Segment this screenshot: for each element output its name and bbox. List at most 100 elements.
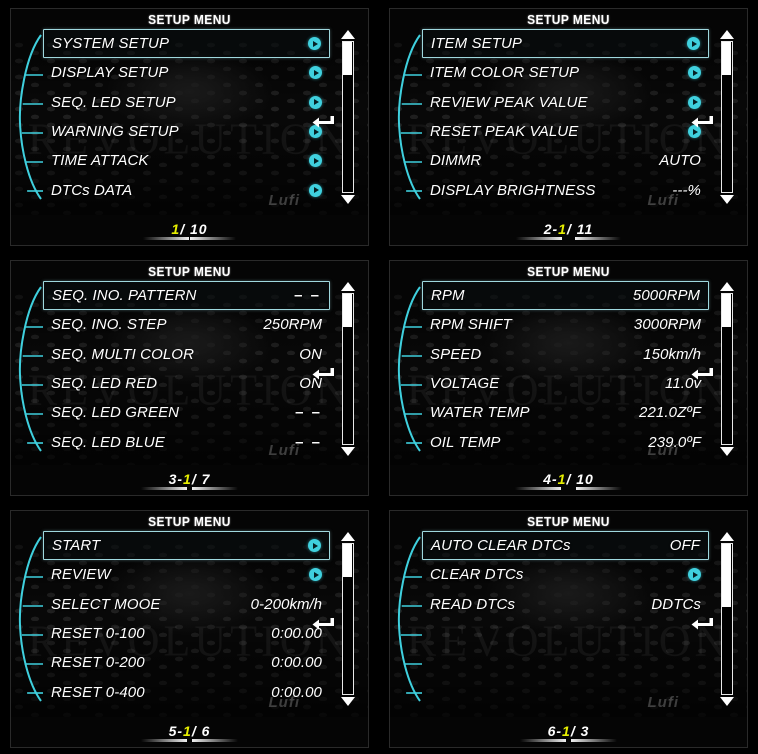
play-icon[interactable] — [308, 539, 321, 553]
menu-row[interactable]: RPM 5000 RPM — [422, 281, 709, 311]
scroll-down-arrow-icon[interactable] — [719, 195, 734, 204]
menu-row-label: TIME ATTACK — [51, 152, 149, 170]
scrollbar[interactable] — [339, 282, 356, 456]
scroll-up-arrow-icon[interactable] — [340, 282, 355, 291]
menu-row[interactable]: VOLTAGE 11.0 v — [422, 369, 709, 398]
scrollbar-thumb[interactable] — [722, 42, 731, 75]
menu-row[interactable]: SELECT MOOE 0-200 km/h — [43, 590, 330, 619]
menu-row[interactable]: REVIEW PEAK VALUE — [422, 88, 709, 117]
scrollbar-thumb[interactable] — [722, 294, 731, 327]
menu-row[interactable]: RPM SHIFT 3000 RPM — [422, 310, 709, 339]
menu-row-label: WARNING SETUP — [51, 123, 179, 141]
play-icon[interactable] — [688, 95, 701, 109]
menu-row-label: DIMMR — [430, 152, 482, 170]
menu-row[interactable]: RESET 0-400 0:00.00 — [43, 677, 330, 706]
menu-row[interactable]: SEQ. MULTI COLOR ON — [43, 340, 330, 369]
scrollbar[interactable] — [718, 30, 735, 204]
scrollbar-track[interactable] — [341, 293, 354, 445]
menu-row[interactable]: SEQ. INO. PATTERN – – — [43, 281, 330, 311]
menu-row-label: SYSTEM SETUP — [52, 35, 170, 53]
menu-row-value: 150 — [643, 345, 669, 363]
play-icon[interactable] — [309, 95, 322, 109]
scrollbar[interactable] — [718, 282, 735, 456]
page-indicator-bar: 4-1/ 10 — [515, 471, 622, 490]
scrollbar-track[interactable] — [720, 41, 733, 193]
scrollbar-track[interactable] — [341, 543, 354, 695]
menu-row-empty — [422, 619, 709, 648]
menu-row-trailing: 0-200 km/h — [251, 596, 322, 613]
scroll-up-arrow-icon[interactable] — [719, 532, 734, 541]
menu-row[interactable]: ITEM SETUP — [422, 29, 709, 59]
menu-row-empty — [422, 677, 709, 706]
scrollbar-thumb[interactable] — [722, 544, 731, 607]
menu-row-label: REVIEW — [51, 566, 111, 584]
scroll-up-arrow-icon[interactable] — [719, 282, 734, 291]
play-icon[interactable] — [687, 37, 700, 51]
menu-bracket-arc — [397, 286, 422, 452]
scrollbar[interactable] — [339, 30, 356, 204]
menu-row-value-unit: ºF — [686, 404, 701, 422]
menu-row[interactable]: RESET 0-100 0:00.00 — [43, 619, 330, 648]
menu-row-label: RPM SHIFT — [430, 316, 512, 334]
scroll-up-arrow-icon[interactable] — [719, 30, 734, 39]
scroll-up-arrow-icon[interactable] — [340, 30, 355, 39]
page-indicator: 1/ 10 — [11, 221, 368, 240]
scrollbar-track[interactable] — [720, 543, 733, 695]
menu-row-trailing: – – — [294, 287, 321, 304]
menu-row[interactable]: CLEAR DTCs — [422, 560, 709, 589]
scrollbar-thumb[interactable] — [343, 544, 352, 577]
play-icon[interactable] — [309, 183, 322, 197]
play-icon[interactable] — [688, 66, 701, 80]
menu-row[interactable]: RESET PEAK VALUE — [422, 117, 709, 146]
menu-row[interactable]: SEQ. LED SETUP — [43, 88, 330, 117]
scroll-up-arrow-icon[interactable] — [340, 532, 355, 541]
menu-row[interactable]: SEQ. INO. STEP 250 RPM — [43, 310, 330, 339]
menu-row[interactable]: SEQ. LED RED ON — [43, 369, 330, 398]
page-prefix: 3- — [168, 471, 184, 487]
scrollbar-track[interactable] — [341, 41, 354, 193]
scrollbar-thumb[interactable] — [343, 42, 352, 75]
scrollbar-track[interactable] — [720, 293, 733, 445]
menu-row[interactable]: ITEM COLOR SETUP — [422, 58, 709, 87]
menu-row[interactable]: DTCs DATA — [43, 175, 330, 204]
menu-row[interactable]: DISPLAY SETUP — [43, 58, 330, 87]
menu-row[interactable]: SEQ. LED GREEN – – — [43, 398, 330, 427]
menu-row[interactable]: AUTO CLEAR DTCs OFF — [422, 531, 709, 561]
menu-row-trailing: DDTCs — [651, 596, 701, 613]
menu-row[interactable]: DISPLAY BRIGHTNESS ---% — [422, 175, 709, 204]
menu-row[interactable]: SYSTEM SETUP — [43, 29, 330, 59]
play-icon[interactable] — [308, 37, 321, 51]
page-prefix: 2- — [543, 221, 559, 237]
scrollbar-thumb[interactable] — [343, 294, 352, 327]
menu-row-label: SEQ. LED RED — [51, 375, 158, 393]
scroll-down-arrow-icon[interactable] — [340, 447, 355, 456]
scrollbar[interactable] — [718, 532, 735, 706]
menu-row-trailing — [687, 37, 700, 51]
menu-row[interactable]: RESET 0-200 0:00.00 — [43, 648, 330, 677]
menu-row[interactable]: DIMMR AUTO — [422, 146, 709, 175]
menu-row-label: OIL TEMP — [430, 433, 501, 451]
menu-row[interactable]: WARNING SETUP — [43, 117, 330, 146]
menu-row[interactable]: SPEED 150 km/h — [422, 340, 709, 369]
scrollbar[interactable] — [339, 532, 356, 706]
scroll-down-arrow-icon[interactable] — [719, 697, 734, 706]
scroll-down-arrow-icon[interactable] — [340, 195, 355, 204]
scroll-down-arrow-icon[interactable] — [340, 697, 355, 706]
play-icon[interactable] — [309, 568, 322, 582]
play-icon[interactable] — [309, 66, 322, 80]
menu-row[interactable]: START — [43, 531, 330, 561]
menu-row-value: ON — [299, 345, 322, 363]
menu-row-label: ITEM SETUP — [431, 35, 523, 53]
play-icon[interactable] — [688, 568, 701, 582]
menu-row-label: DTCs DATA — [51, 181, 133, 199]
menu-row[interactable]: OIL TEMP 239.0 ºF — [422, 427, 709, 456]
menu-row-trailing: 150 km/h — [643, 346, 701, 363]
menu-row[interactable]: REVIEW — [43, 560, 330, 589]
play-icon[interactable] — [309, 154, 322, 168]
menu-row[interactable]: READ DTCs DDTCs — [422, 590, 709, 619]
menu-row[interactable]: SEQ. LED BLUE – – — [43, 427, 330, 456]
scroll-down-arrow-icon[interactable] — [719, 447, 734, 456]
menu-row[interactable]: TIME ATTACK — [43, 146, 330, 175]
menu-row-label: SPEED — [430, 345, 482, 363]
menu-row[interactable]: WATER TEMP 221.0Z ºF — [422, 398, 709, 427]
